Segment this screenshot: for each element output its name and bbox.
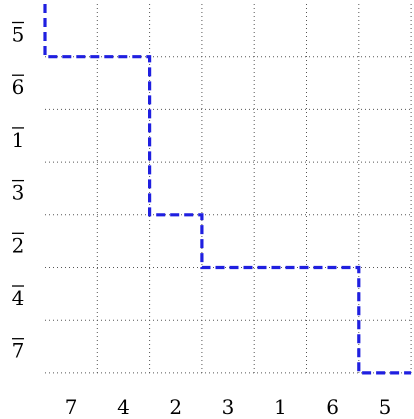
column-labels: 7 4 2 3 1 6 5 <box>65 395 392 419</box>
row-label: 3 <box>12 181 25 205</box>
column-label: 4 <box>117 395 130 419</box>
column-label: 7 <box>65 395 78 419</box>
row-label: 1 <box>12 128 25 152</box>
column-label: 1 <box>274 395 287 419</box>
row-labels: 5 6 1 3 2 4 7 <box>12 21 25 363</box>
row-label: 2 <box>12 233 25 257</box>
lattice-path <box>43 4 412 375</box>
column-label: 6 <box>326 395 339 419</box>
dotted-grid <box>45 4 412 374</box>
row-label: 5 <box>12 23 25 47</box>
row-label: 6 <box>12 75 25 99</box>
column-label: 3 <box>222 395 235 419</box>
column-label: 5 <box>379 395 392 419</box>
row-label: 4 <box>12 286 25 310</box>
column-label: 2 <box>169 395 182 419</box>
row-label: 7 <box>12 339 25 363</box>
